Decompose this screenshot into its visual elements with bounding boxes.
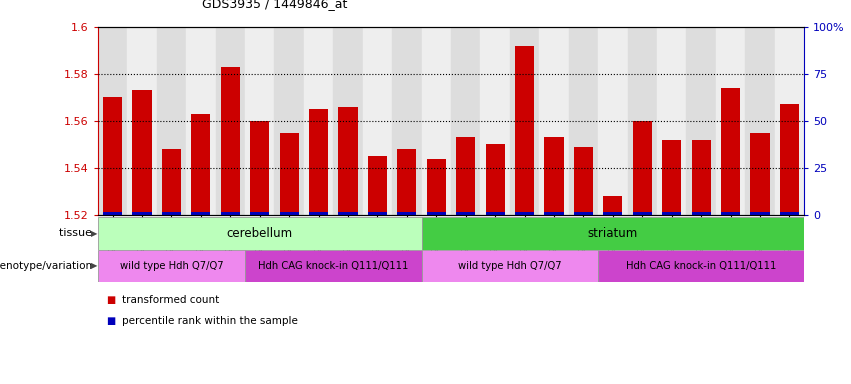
Bar [451,27,481,215]
Bar [421,217,804,250]
Bar [603,212,622,215]
Text: striatum: striatum [588,227,638,240]
Bar [657,27,687,215]
Bar [368,212,387,215]
Bar [98,217,421,250]
Bar [334,27,363,215]
Bar [662,212,682,215]
Bar [339,212,357,215]
Bar [721,88,740,215]
Bar [250,212,269,215]
Bar [510,27,540,215]
Text: ▶: ▶ [90,229,97,238]
Bar [98,27,128,215]
Bar [574,147,593,215]
Bar [515,212,534,215]
Bar [392,27,421,215]
Bar [186,27,215,215]
Bar [157,27,186,215]
Bar [162,149,181,215]
Bar [309,109,328,215]
Bar [426,159,446,215]
Bar [339,107,357,215]
Bar [128,27,157,215]
Bar [574,212,593,215]
Bar [515,46,534,215]
Bar [545,137,563,215]
Bar [780,212,799,215]
Bar [721,212,740,215]
Bar [481,27,510,215]
Bar [133,90,151,215]
Bar [397,212,416,215]
Bar [421,250,598,282]
Bar [692,140,711,215]
Bar [486,144,505,215]
Text: ■: ■ [106,295,116,305]
Bar [598,27,627,215]
Bar [780,104,799,215]
Bar [274,27,304,215]
Bar [751,212,769,215]
Text: transformed count: transformed count [122,295,219,305]
Bar [133,212,151,215]
Bar [304,27,334,215]
Bar [627,27,657,215]
Bar [191,212,210,215]
Bar [598,250,804,282]
Bar [545,212,563,215]
Bar [245,27,274,215]
Bar [568,27,598,215]
Bar [220,212,240,215]
Bar [540,27,568,215]
Text: cerebellum: cerebellum [226,227,293,240]
Text: percentile rank within the sample: percentile rank within the sample [122,316,298,326]
Text: ▶: ▶ [90,262,97,270]
Bar [662,140,682,215]
Text: genotype/variation: genotype/variation [0,261,95,271]
Bar [162,212,181,215]
Bar [692,212,711,215]
Bar [456,137,476,215]
Bar [633,212,652,215]
Text: ■: ■ [106,316,116,326]
Text: wild type Hdh Q7/Q7: wild type Hdh Q7/Q7 [120,261,223,271]
Bar [309,212,328,215]
Bar [368,156,387,215]
Bar [245,250,421,282]
Text: wild type Hdh Q7/Q7: wild type Hdh Q7/Q7 [458,261,562,271]
Bar [421,27,451,215]
Bar [426,212,446,215]
Bar [103,212,123,215]
Bar [716,27,745,215]
Bar [397,149,416,215]
Bar [687,27,716,215]
Bar [363,27,392,215]
Bar [191,114,210,215]
Bar [774,27,804,215]
Bar [220,67,240,215]
Text: tissue: tissue [59,228,95,238]
Bar [103,98,123,215]
Bar [751,133,769,215]
Bar [456,212,476,215]
Text: GDS3935 / 1449846_at: GDS3935 / 1449846_at [202,0,347,10]
Bar [486,212,505,215]
Text: Hdh CAG knock-in Q111/Q111: Hdh CAG knock-in Q111/Q111 [258,261,408,271]
Bar [280,133,299,215]
Bar [603,196,622,215]
Bar [215,27,245,215]
Bar [280,212,299,215]
Bar [98,250,245,282]
Bar [633,121,652,215]
Bar [745,27,774,215]
Bar [250,121,269,215]
Text: Hdh CAG knock-in Q111/Q111: Hdh CAG knock-in Q111/Q111 [626,261,776,271]
